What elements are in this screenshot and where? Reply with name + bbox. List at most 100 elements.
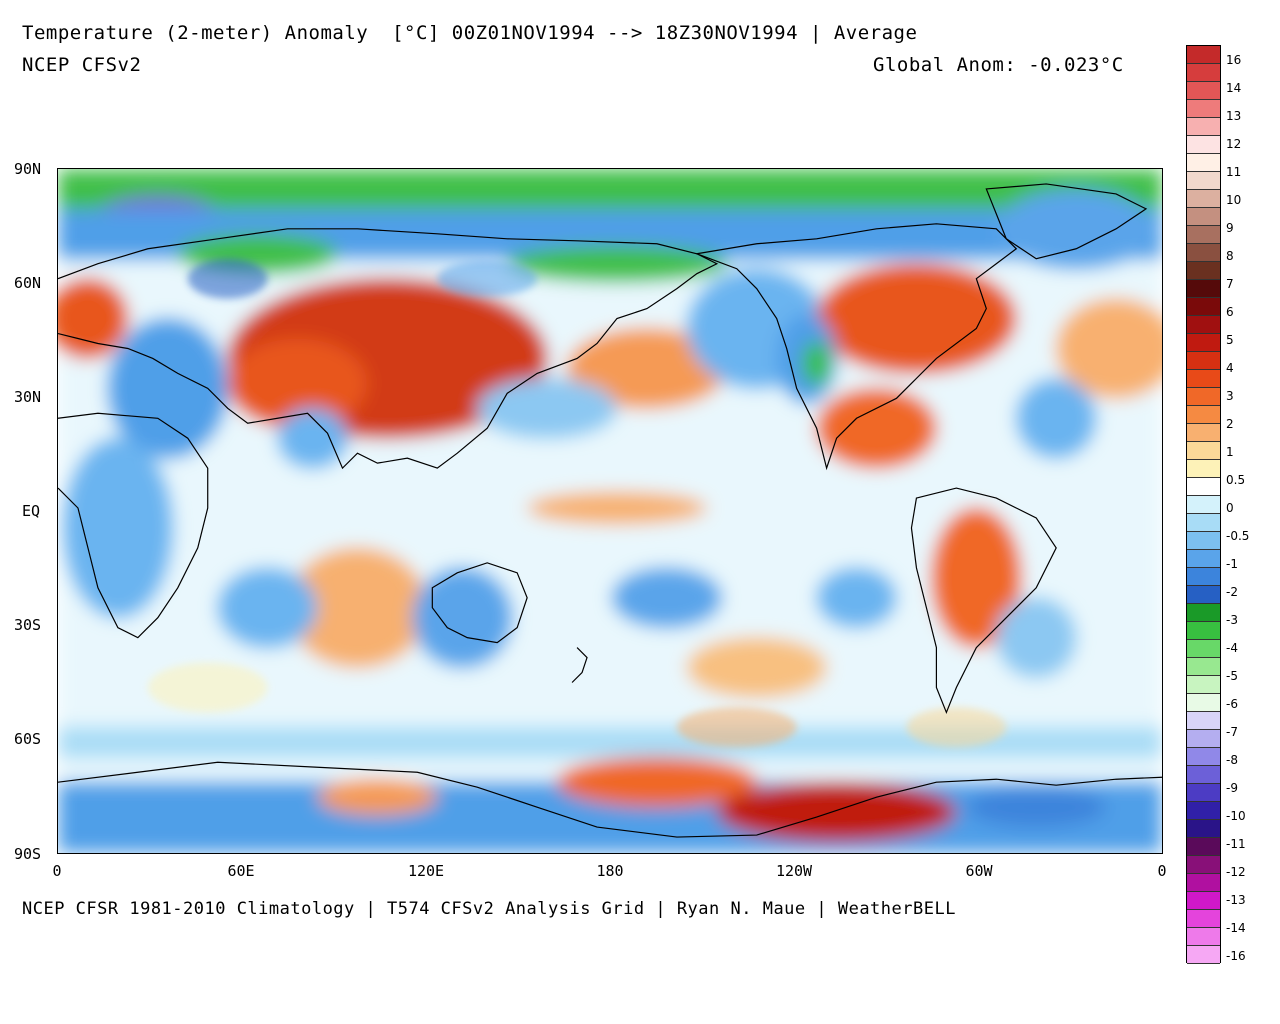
coast-eurasia: [58, 228, 719, 470]
colorbar-swatch: [1187, 946, 1220, 964]
lon-label: 60W: [965, 862, 993, 880]
colorbar-swatch: [1187, 784, 1220, 802]
colorbar-swatch: [1187, 280, 1220, 298]
colorbar-swatch: [1187, 910, 1220, 928]
colorbar-swatch: [1187, 460, 1220, 478]
colorbar-label: 11: [1226, 165, 1242, 179]
colorbar-swatch: [1187, 118, 1220, 136]
colorbar-label: 9: [1226, 221, 1234, 235]
colorbar-swatch: [1187, 928, 1220, 946]
colorbar-swatch: [1187, 82, 1220, 100]
colorbar-label: -3: [1226, 613, 1238, 627]
coast-greenland: [985, 183, 1148, 260]
lon-label: 180: [596, 862, 624, 880]
colorbar-swatch: [1187, 172, 1220, 190]
colorbar-swatch: [1187, 496, 1220, 514]
colorbar-label: -12: [1226, 865, 1246, 879]
colorbar-label: -6: [1226, 697, 1238, 711]
colorbar-label: 4: [1226, 361, 1234, 375]
colorbar-label: -11: [1226, 837, 1246, 851]
coast-south-america: [910, 487, 1057, 715]
colorbar-swatch: [1187, 892, 1220, 910]
colorbar-swatch: [1187, 46, 1220, 64]
color-scale-legend: [1186, 45, 1221, 964]
colorbar-swatch: [1187, 640, 1220, 658]
lat-label: 30S: [14, 616, 42, 634]
colorbar-swatch: [1187, 838, 1220, 856]
colorbar-swatch: [1187, 442, 1220, 460]
colorbar-label: 14: [1226, 81, 1242, 95]
colorbar-label: 5: [1226, 333, 1234, 347]
global-anomaly-readout: Global Anom: -0.023°C: [873, 54, 1124, 76]
colorbar-swatch: [1187, 424, 1220, 442]
lat-label: 60S: [14, 730, 42, 748]
lat-label: 90S: [14, 845, 42, 863]
lat-label: EQ: [22, 502, 41, 520]
colorbar-label: 13: [1226, 109, 1242, 123]
lon-label: 0: [52, 862, 62, 880]
colorbar-swatch: [1187, 208, 1220, 226]
colorbar-swatch: [1187, 658, 1220, 676]
colorbar-swatch: [1187, 190, 1220, 208]
colorbar-swatch: [1187, 64, 1220, 82]
coast-north-america: [694, 223, 1018, 471]
coast-antarctica: [58, 761, 1162, 838]
colorbar-swatch: [1187, 730, 1220, 748]
chart-title: Temperature (2-meter) Anomaly [°C] 00Z01…: [22, 22, 918, 44]
colorbar-label: 2: [1226, 417, 1234, 431]
colorbar-label: 1: [1226, 445, 1234, 459]
colorbar-label: -9: [1226, 781, 1238, 795]
colorbar-label: -4: [1226, 641, 1238, 655]
colorbar-swatch: [1187, 676, 1220, 694]
colorbar-label: 8: [1226, 249, 1234, 263]
footer-credits: NCEP CFSR 1981-2010 Climatology | T574 C…: [22, 899, 956, 919]
lat-label: 60N: [14, 274, 42, 292]
colorbar-label: -5: [1226, 669, 1238, 683]
map-canvas: [58, 169, 1162, 853]
lat-label: 90N: [14, 160, 42, 178]
anomaly-fine-detail: [147, 258, 1007, 748]
colorbar-label: -16: [1226, 949, 1246, 963]
colorbar-swatch: [1187, 136, 1220, 154]
colorbar-swatch: [1187, 532, 1220, 550]
colorbar-swatch: [1187, 766, 1220, 784]
colorbar-swatch: [1187, 586, 1220, 604]
colorbar-label: 3: [1226, 389, 1234, 403]
colorbar-swatch: [1187, 604, 1220, 622]
colorbar-swatch: [1187, 856, 1220, 874]
lon-label: 120W: [775, 862, 813, 880]
colorbar-label: -1: [1226, 557, 1238, 571]
colorbar-swatch: [1187, 550, 1220, 568]
lon-label: 60E: [227, 862, 255, 880]
colorbar-label: 16: [1226, 53, 1242, 67]
colorbar-label: 10: [1226, 193, 1242, 207]
colorbar-swatch: [1187, 478, 1220, 496]
colorbar-label: 7: [1226, 277, 1234, 291]
colorbar-swatch: [1187, 316, 1220, 334]
colorbar-swatch: [1187, 820, 1220, 838]
colorbar-swatch: [1187, 874, 1220, 892]
anomaly-map[interactable]: [57, 168, 1163, 854]
coast-australia: [431, 562, 528, 644]
coast-new-zealand: [571, 647, 588, 683]
colorbar-swatch: [1187, 568, 1220, 586]
colorbar-swatch: [1187, 370, 1220, 388]
lat-label: 30N: [14, 388, 42, 406]
colorbar-swatch: [1187, 406, 1220, 424]
colorbar-swatch: [1187, 352, 1220, 370]
colorbar-swatch: [1187, 298, 1220, 316]
coast-africa: [58, 412, 209, 639]
colorbar-label: -10: [1226, 809, 1246, 823]
lon-label: 120E: [407, 862, 445, 880]
colorbar-swatch: [1187, 514, 1220, 532]
colorbar-label: -0.5: [1226, 529, 1250, 543]
colorbar-label: 0: [1226, 501, 1234, 515]
colorbar-label: 6: [1226, 305, 1234, 319]
coastlines: [58, 183, 1162, 838]
colorbar-swatch: [1187, 694, 1220, 712]
colorbar-swatch: [1187, 388, 1220, 406]
colorbar-swatch: [1187, 154, 1220, 172]
colorbar-label: -7: [1226, 725, 1238, 739]
colorbar-swatch: [1187, 802, 1220, 820]
colorbar-swatch: [1187, 226, 1220, 244]
